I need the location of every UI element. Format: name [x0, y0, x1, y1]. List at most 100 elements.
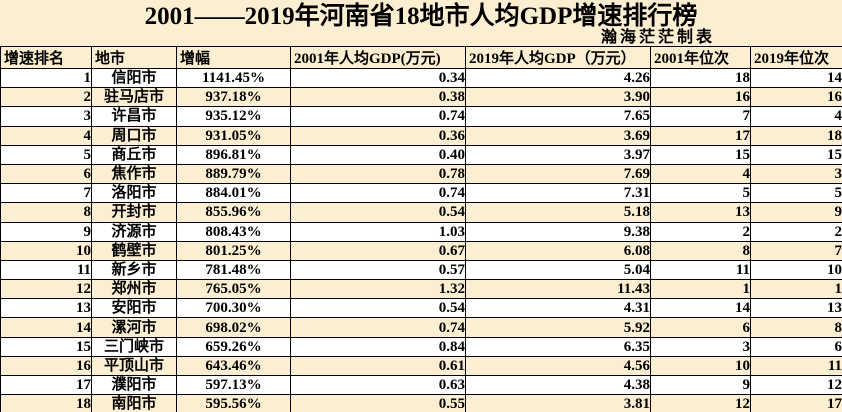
table-cell: 3.97 [465, 144, 651, 165]
table-cell: 7 [650, 106, 751, 127]
table-cell: 643.46% [176, 355, 291, 377]
table-cell: 6 [750, 336, 842, 357]
table-cell: 鹤壁市 [91, 240, 177, 261]
table-row: 5 商丘市 896.81% 0.40 3.97 15 15 [0, 144, 842, 165]
table-row: 9 济源市 808.43% 1.03 9.38 2 2 [0, 221, 842, 242]
table-cell: 驻马店市 [91, 87, 177, 108]
table-cell: 781.48% [176, 259, 291, 281]
table-cell: 9 [650, 374, 751, 396]
table-cell: 765.05% [176, 279, 291, 300]
table-cell: 12 [650, 394, 751, 412]
table-row: 6 焦作市 889.79% 0.78 7.69 4 3 [0, 163, 842, 185]
table-row: 7 洛阳市 884.01% 0.74 7.31 5 5 [0, 183, 842, 204]
column-header-0: 增速排名 [0, 46, 92, 69]
table-cell: 10 [650, 355, 751, 377]
column-header-4: 2019年人均GDP（万元） [465, 46, 651, 69]
table-cell: 18 [650, 67, 751, 89]
table-cell: 0.40 [290, 144, 466, 165]
column-header-1: 地市 [91, 46, 177, 69]
table-cell: 0.54 [290, 202, 466, 223]
table-cell: 许昌市 [91, 106, 177, 127]
table-cell: 7.69 [465, 163, 651, 185]
table-cell: 安阳市 [91, 298, 177, 319]
table-cell: 0.74 [290, 106, 466, 127]
table-cell: 1 [0, 67, 92, 89]
table-cell: 884.01% [176, 183, 291, 204]
table-cell: 10 [750, 259, 842, 281]
table-cell: 6 [0, 163, 92, 185]
table-cell: 11 [650, 259, 751, 281]
table-cell: 8 [750, 317, 842, 338]
table-cell: 18 [0, 394, 92, 412]
table-cell: 6 [650, 317, 751, 338]
table-cell: 7.65 [465, 106, 651, 127]
table-cell: 洛阳市 [91, 183, 177, 204]
table-row: 13 安阳市 700.30% 0.54 4.31 14 13 [0, 298, 842, 319]
table-cell: 0.54 [290, 298, 466, 319]
table-cell: 13 [0, 298, 92, 319]
table-cell: 4 [0, 125, 92, 146]
table-cell: 16 [0, 355, 92, 377]
table-row: 17 濮阳市 597.13% 0.63 4.38 9 12 [0, 374, 842, 396]
table-cell: 597.13% [176, 374, 291, 396]
table-cell: 16 [750, 87, 842, 108]
table-cell: 13 [650, 202, 751, 223]
table-cell: 2 [650, 221, 751, 242]
table-cell: 7 [750, 240, 842, 261]
table-cell: 11 [0, 259, 92, 281]
table-cell: 15 [750, 144, 842, 165]
table-cell: 4 [750, 106, 842, 127]
column-header-3: 2001年人均GDP(万元) [290, 46, 466, 69]
table-cell: 17 [0, 374, 92, 396]
table-cell: 889.79% [176, 163, 291, 185]
table-cell: 信阳市 [91, 67, 177, 89]
table-cell: 808.43% [176, 221, 291, 242]
table-cell: 18 [750, 125, 842, 146]
table-cell: 896.81% [176, 144, 291, 165]
table-cell: 0.84 [290, 336, 466, 357]
table-cell: 三门峡市 [91, 336, 177, 357]
table-cell: 5 [650, 183, 751, 204]
table-cell: 周口市 [91, 125, 177, 146]
ranking-table: 增速排名 地市 增幅 2001年人均GDP(万元) 2019年人均GDP（万元） 2001… [0, 46, 842, 412]
table-cell: 6.08 [465, 240, 651, 261]
table-row: 1 信阳市 1141.45% 0.34 4.26 18 14 [0, 67, 842, 89]
header-row: 增速排名 地市 增幅 2001年人均GDP(万元) 2019年人均GDP（万元） 2001… [0, 46, 842, 69]
table-cell: 4 [650, 163, 751, 185]
table-cell: 595.56% [176, 394, 291, 412]
column-header-5: 2001年位次 [650, 46, 751, 69]
table-cell: 焦作市 [91, 163, 177, 185]
table-cell: 0.61 [290, 355, 466, 377]
table-row: 8 开封市 855.96% 0.54 5.18 13 9 [0, 202, 842, 223]
table-cell: 11 [750, 355, 842, 377]
page-title: 2001——2019年河南省18地市人均GDP增速排行榜 [144, 3, 698, 30]
table-cell: 7.31 [465, 183, 651, 204]
table-cell: 漯河市 [91, 317, 177, 338]
table-row: 15 三门峡市 659.26% 0.84 6.35 3 6 [0, 336, 842, 357]
table-cell: 5.18 [465, 202, 651, 223]
table-cell: 0.36 [290, 125, 466, 146]
table-row: 18 南阳市 595.56% 0.55 3.81 12 17 [0, 394, 842, 412]
table-cell: 5 [0, 144, 92, 165]
table-cell: 开封市 [91, 202, 177, 223]
table-cell: 935.12% [176, 106, 291, 127]
table-cell: 1.32 [290, 279, 466, 300]
table-cell: 14 [750, 67, 842, 89]
table-row: 4 周口市 931.05% 0.36 3.69 17 18 [0, 125, 842, 146]
table-cell: 4.31 [465, 298, 651, 319]
table-cell: 商丘市 [91, 144, 177, 165]
table-cell: 0.67 [290, 240, 466, 261]
table-cell: 0.74 [290, 183, 466, 204]
table-cell: 2 [0, 87, 92, 108]
table-cell: 1 [750, 279, 842, 300]
table-row: 16 平顶山市 643.46% 0.61 4.56 10 11 [0, 355, 842, 377]
table-cell: 4.26 [465, 67, 651, 89]
table-cell: 14 [0, 317, 92, 338]
table-cell: 5 [750, 183, 842, 204]
table-cell: 855.96% [176, 202, 291, 223]
table-cell: 1141.45% [176, 67, 291, 89]
table-cell: 郑州市 [91, 279, 177, 300]
table-cell: 4.38 [465, 374, 651, 396]
table-cell: 新乡市 [91, 259, 177, 281]
